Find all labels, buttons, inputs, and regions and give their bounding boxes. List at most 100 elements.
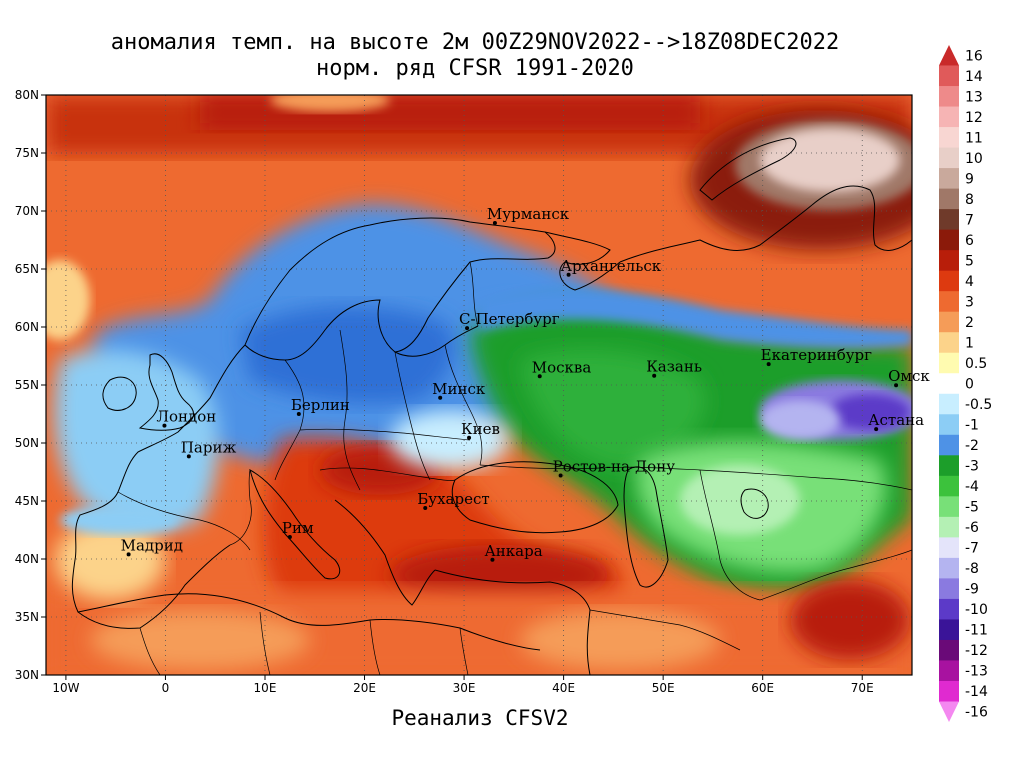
colorbar-swatch — [939, 639, 959, 661]
city-label: Киев — [461, 420, 500, 438]
colorbar-swatch — [939, 270, 959, 292]
colorbar-label: -3 — [965, 459, 979, 475]
city-label: С-Петербург — [459, 310, 560, 328]
lat-tick-label: 75N — [15, 146, 39, 160]
colorbar-label: 0 — [965, 377, 974, 393]
lat-tick-label: 55N — [15, 378, 39, 392]
lon-tick-label: 20E — [353, 681, 376, 695]
city-marker — [566, 272, 571, 277]
city-label: Лондон — [156, 408, 216, 426]
city-label: Астана — [868, 411, 924, 429]
colorbar-swatch — [939, 414, 959, 436]
colorbar-swatch — [939, 352, 959, 374]
lat-tick-label: 65N — [15, 262, 39, 276]
city-label: Екатеринбург — [761, 346, 872, 364]
colorbar: 16 14 13 12 11 10 9 8 7 6 5 4 3 2 1 0.5 0 -0.5 -1 -2 -3 -4 -5 -… — [939, 45, 992, 722]
colorbar-label: 8 — [965, 192, 974, 208]
colorbar-label: 3 — [965, 294, 974, 310]
city-label: Минск — [432, 380, 486, 398]
lat-tick-label: 30N — [15, 668, 39, 682]
city-label: Москва — [532, 358, 592, 376]
city-marker — [766, 362, 771, 367]
colorbar-swatch — [939, 86, 959, 108]
city-label: Омск — [888, 367, 930, 385]
city-marker — [423, 505, 428, 510]
colorbar-label: 5 — [965, 253, 974, 269]
coastlines — [71, 137, 912, 675]
colorbar-swatch — [939, 106, 959, 128]
colorbar-label: 2 — [965, 315, 974, 331]
city-marker — [490, 557, 495, 562]
colorbar-swatch — [939, 660, 959, 682]
colorbar-label: 9 — [965, 171, 974, 187]
colorbar-label: -5 — [965, 500, 979, 516]
colorbar-label: 10 — [965, 151, 983, 167]
colorbar-swatch — [939, 393, 959, 415]
colorbar-swatch — [939, 434, 959, 456]
lat-tick-label: 50N — [15, 436, 39, 450]
city-marker — [186, 454, 191, 459]
colorbar-label: -7 — [965, 541, 979, 557]
colorbar-swatch — [939, 65, 959, 87]
city-marker — [287, 534, 292, 539]
city-labels: Мурманск Архангельск С-Петербург Москва Каза… — [121, 205, 930, 562]
colorbar-label: 6 — [965, 233, 974, 249]
lon-tick-label: 10E — [254, 681, 277, 695]
city-marker — [492, 220, 497, 225]
colorbar-swatch — [939, 496, 959, 518]
city-label: Анкара — [484, 542, 542, 560]
lon-tick-label: 60E — [751, 681, 774, 695]
city-label: Мурманск — [487, 205, 570, 223]
colorbar-label: -1 — [965, 418, 979, 434]
city-marker — [438, 395, 443, 400]
colorbar-swatch — [939, 311, 959, 333]
colorbar-label: 13 — [965, 89, 983, 105]
lon-tick-label: 10W — [52, 681, 79, 695]
colorbar-label: -6 — [965, 520, 979, 536]
graticule — [46, 95, 912, 675]
lon-tick-label: 40E — [552, 681, 575, 695]
lon-tick-label: 30E — [453, 681, 476, 695]
lat-tick-label: 45N — [15, 494, 39, 508]
lat-tick-label: 80N — [15, 88, 39, 102]
colorbar-label: 4 — [965, 274, 974, 290]
colorbar-label: -13 — [965, 664, 988, 680]
lat-tick-label: 35N — [15, 610, 39, 624]
city-marker — [894, 383, 899, 388]
lat-tick-label: 70N — [15, 204, 39, 218]
city-label: Ростов-на-Дону — [553, 457, 676, 475]
colorbar-swatch — [939, 332, 959, 354]
city-marker — [296, 412, 301, 416]
lat-tick-label: 40N — [15, 552, 39, 566]
colorbar-swatch — [939, 598, 959, 620]
colorbar-label: -4 — [965, 479, 979, 495]
colorbar-swatch — [939, 578, 959, 600]
colorbar-label: -9 — [965, 582, 979, 598]
colorbar-label: -11 — [965, 623, 988, 639]
colorbar-swatch — [939, 455, 959, 477]
colorbar-swatch — [939, 209, 959, 231]
colorbar-label: 16 — [965, 48, 983, 64]
country-borders — [117, 261, 912, 675]
colorbar-swatch — [939, 516, 959, 538]
colorbar-label: 12 — [965, 110, 983, 126]
city-marker — [467, 435, 472, 440]
city-marker — [558, 473, 563, 478]
colorbar-label: 14 — [965, 69, 983, 85]
anomaly-field — [46, 95, 912, 675]
colorbar-label: 0.5 — [965, 356, 987, 372]
colorbar-swatch — [939, 147, 959, 169]
city-label: Казань — [646, 358, 702, 376]
chart-title: аномалия темп. на высоте 2м 00Z29NOV2022… — [110, 30, 840, 55]
colorbar-label: 1 — [965, 335, 974, 351]
colorbar-swatch — [939, 557, 959, 579]
colorbar-swatch — [939, 537, 959, 559]
lon-tick-label: 70E — [851, 681, 874, 695]
colorbar-swatch — [939, 229, 959, 251]
colorbar-swatch — [939, 619, 959, 641]
colorbar-label: -16 — [965, 705, 988, 721]
city-label: Мадрид — [121, 536, 183, 554]
city-label: Рим — [282, 519, 314, 537]
